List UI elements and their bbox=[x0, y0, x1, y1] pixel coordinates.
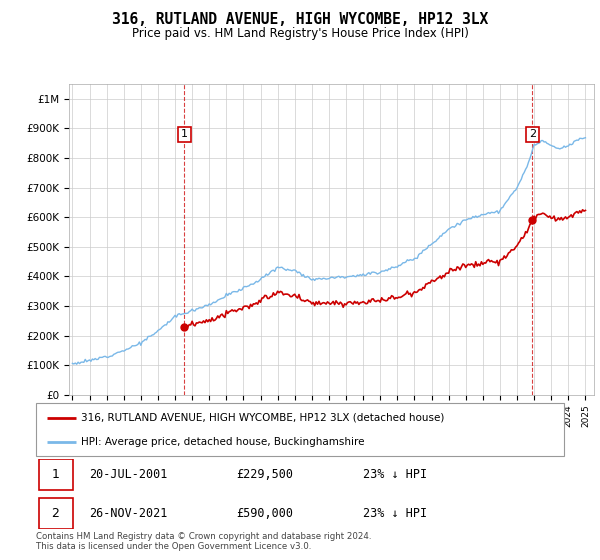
Text: £590,000: £590,000 bbox=[236, 507, 293, 520]
Text: £229,500: £229,500 bbox=[236, 468, 293, 481]
FancyBboxPatch shape bbox=[38, 498, 73, 529]
Text: 1: 1 bbox=[181, 129, 188, 139]
Text: 26-NOV-2021: 26-NOV-2021 bbox=[89, 507, 167, 520]
Text: 23% ↓ HPI: 23% ↓ HPI bbox=[364, 507, 427, 520]
Text: 316, RUTLAND AVENUE, HIGH WYCOMBE, HP12 3LX: 316, RUTLAND AVENUE, HIGH WYCOMBE, HP12 … bbox=[112, 12, 488, 27]
Text: Contains HM Land Registry data © Crown copyright and database right 2024.
This d: Contains HM Land Registry data © Crown c… bbox=[36, 532, 371, 552]
Text: 23% ↓ HPI: 23% ↓ HPI bbox=[364, 468, 427, 481]
Text: HPI: Average price, detached house, Buckinghamshire: HPI: Average price, detached house, Buck… bbox=[81, 437, 364, 447]
Text: 1: 1 bbox=[52, 468, 59, 481]
Text: 2: 2 bbox=[529, 129, 536, 139]
FancyBboxPatch shape bbox=[36, 403, 564, 456]
FancyBboxPatch shape bbox=[38, 459, 73, 490]
Text: Price paid vs. HM Land Registry's House Price Index (HPI): Price paid vs. HM Land Registry's House … bbox=[131, 27, 469, 40]
Text: 2: 2 bbox=[52, 507, 59, 520]
Text: 20-JUL-2001: 20-JUL-2001 bbox=[89, 468, 167, 481]
Text: 316, RUTLAND AVENUE, HIGH WYCOMBE, HP12 3LX (detached house): 316, RUTLAND AVENUE, HIGH WYCOMBE, HP12 … bbox=[81, 413, 444, 423]
